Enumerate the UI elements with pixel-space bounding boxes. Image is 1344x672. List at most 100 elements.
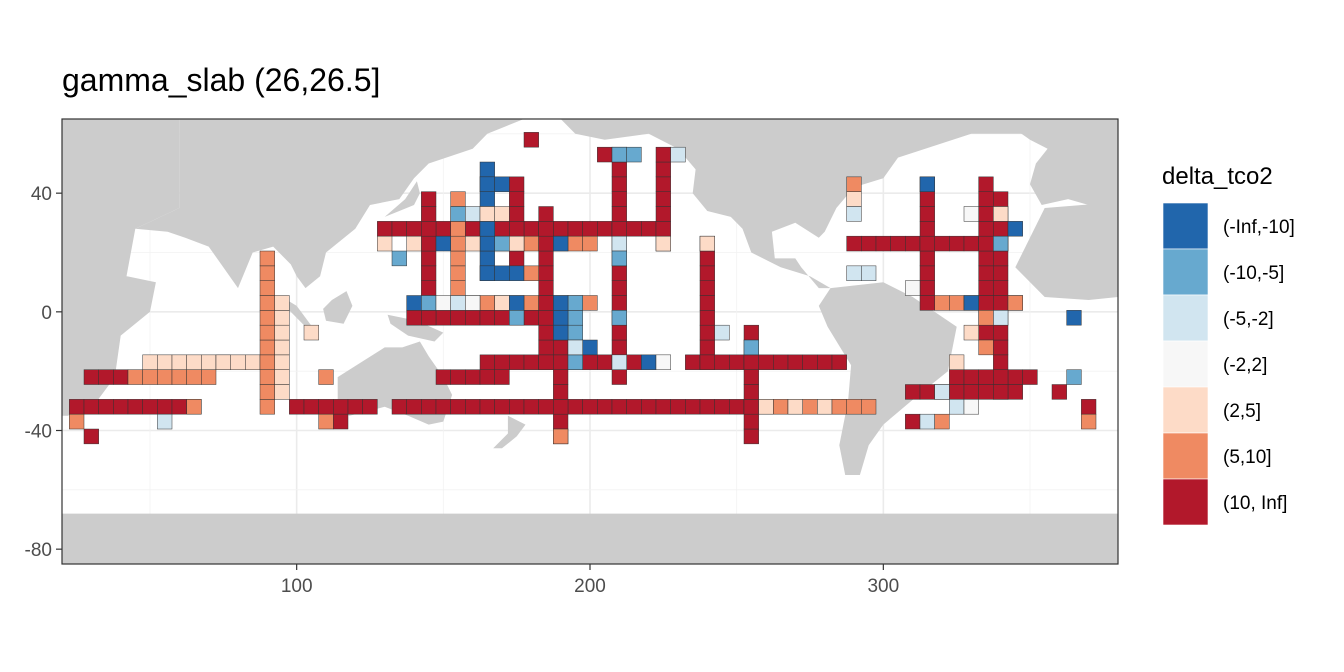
data-cell-250	[611, 221, 627, 237]
data-cell-2	[98, 399, 114, 415]
data-cell-174	[259, 295, 275, 311]
data-cell-230	[553, 369, 569, 385]
data-cell-283	[978, 280, 994, 296]
data-cell-172	[259, 324, 275, 341]
data-cell-347	[553, 324, 569, 341]
data-cell-321	[450, 206, 466, 222]
data-cell-286	[978, 235, 994, 252]
cell-layer	[69, 132, 1097, 445]
x-tick-label-1: 200	[574, 576, 606, 597]
data-cell-173	[259, 310, 275, 326]
data-cell-338	[421, 295, 437, 311]
data-cell-156	[978, 369, 994, 385]
data-cell-143	[934, 235, 950, 252]
land-northamerica	[560, 119, 1060, 289]
data-cell-69	[582, 354, 598, 370]
land-newguinea	[387, 314, 444, 342]
land-eurasia	[62, 119, 532, 289]
data-cell-164	[978, 384, 994, 400]
data-cell-385	[157, 413, 173, 430]
data-cell-379	[1066, 310, 1082, 326]
data-cell-111	[641, 221, 657, 237]
data-cell-318	[670, 146, 686, 163]
data-cell-270	[699, 250, 715, 267]
data-cell-237	[567, 324, 583, 341]
data-cell-93	[377, 221, 393, 237]
data-cell-4	[127, 399, 143, 415]
data-cell-386	[69, 413, 85, 430]
data-cell-107	[582, 221, 598, 237]
data-cell-28	[318, 399, 334, 415]
data-cell-131	[450, 310, 466, 326]
data-cell-36	[450, 399, 466, 415]
data-cell-272	[743, 428, 759, 445]
data-cell-175	[259, 280, 275, 296]
data-cell-42	[538, 399, 554, 415]
data-cell-18	[142, 354, 158, 370]
data-cell-212	[509, 206, 525, 222]
data-cell-22	[201, 354, 217, 370]
data-cell-17	[201, 369, 217, 385]
data-cell-282	[978, 295, 994, 311]
data-cell-370	[919, 176, 935, 192]
data-cell-177	[259, 250, 275, 267]
data-cell-399	[949, 399, 965, 415]
data-cell-49	[641, 399, 657, 415]
data-cell-275	[743, 384, 759, 400]
data-cell-80	[787, 354, 803, 370]
data-cell-182	[274, 324, 290, 341]
data-cell-136	[523, 310, 539, 326]
legend-label-6: (10, Inf]	[1223, 493, 1287, 514]
data-cell-361	[787, 399, 803, 415]
data-cell-130	[435, 310, 451, 326]
data-cell-217	[538, 324, 554, 341]
legend-key-0	[1162, 202, 1209, 250]
data-cell-148	[934, 295, 950, 311]
data-cell-251	[611, 206, 627, 222]
data-cell-240	[611, 369, 627, 385]
data-cell-105	[553, 221, 569, 237]
data-cell-360	[758, 399, 774, 415]
data-cell-371	[963, 206, 979, 222]
data-cell-181	[274, 339, 290, 356]
data-cell-31	[362, 399, 378, 415]
data-cell-369	[905, 280, 921, 296]
data-cell-367	[846, 265, 862, 281]
data-cell-279	[743, 324, 759, 341]
legend-key-2	[1162, 294, 1209, 342]
land-newzealand	[493, 415, 526, 449]
data-cell-9	[83, 369, 99, 385]
data-cell-166	[1007, 384, 1023, 400]
data-cell-95	[406, 221, 422, 237]
data-cell-183	[274, 310, 290, 326]
data-cell-246	[611, 280, 627, 296]
legend-key-5	[1162, 432, 1209, 480]
data-cell-7	[171, 399, 187, 415]
data-cell-324	[494, 206, 510, 222]
data-cell-138	[861, 235, 877, 252]
legend-title: delta_tco2	[1162, 163, 1273, 190]
data-cell-59	[465, 369, 481, 385]
data-cell-45	[582, 399, 598, 415]
data-cell-289	[978, 191, 994, 207]
data-cell-15	[171, 369, 187, 385]
data-cell-252	[611, 191, 627, 207]
data-cell-260	[655, 176, 671, 192]
data-cell-211	[509, 221, 525, 237]
data-cell-343	[509, 295, 525, 311]
data-cell-293	[919, 265, 935, 281]
data-cell-364	[846, 176, 862, 192]
data-cell-154	[949, 369, 965, 385]
data-cell-46	[597, 399, 613, 415]
data-cell-323	[479, 206, 495, 222]
data-cell-391	[215, 354, 231, 370]
data-cell-216	[538, 339, 554, 356]
data-cell-273	[743, 413, 759, 430]
data-cell-103	[523, 221, 539, 237]
data-cell-351	[611, 235, 627, 252]
data-cell-267	[699, 295, 715, 311]
legend-label-5: (5,10]	[1223, 447, 1272, 468]
data-cell-384	[1081, 413, 1097, 430]
data-cell-188	[421, 265, 437, 281]
data-cell-137	[846, 235, 862, 252]
